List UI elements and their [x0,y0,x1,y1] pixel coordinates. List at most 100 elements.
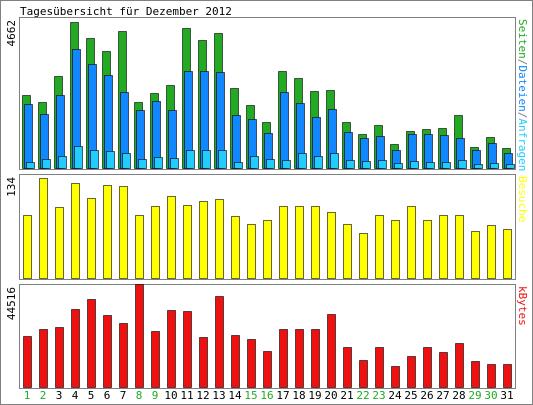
bar-kbytes-24 [391,366,400,388]
bar-seiten-20 [330,153,339,169]
legend-entry: Anfragen [516,118,529,171]
bar-seiten-29 [474,164,483,169]
bar-besuche-11 [183,205,192,279]
bar-seiten-28 [458,160,467,169]
day-label-27: 27 [436,389,449,402]
bar-seiten-27 [442,162,451,169]
bar-besuche-25 [407,206,416,279]
bar-seiten-5 [90,150,99,169]
bar-dateien-1 [24,104,33,169]
bar-seiten-2 [42,159,51,169]
day-label-6: 6 [104,389,111,402]
day-label-18: 18 [292,389,305,402]
day-label-17: 17 [276,389,289,402]
day-label-21: 21 [340,389,353,402]
day-label-30: 30 [484,389,497,402]
day-label-12: 12 [196,389,209,402]
day-labels: 1 2 3 4 5 6 7 8 9 10 11 12 13 14 15 16 17 18 19 20 21 22 23 24 2… [24,389,514,402]
bar-kbytes-13 [215,296,224,388]
day-label-3: 3 [56,389,63,402]
panel-requests: 4662 Seiten/Dateien/Anfragen [5,17,529,171]
bar-seiten-30 [490,163,499,169]
bar-kbytes-7 [119,323,128,388]
day-label-2: 2 [40,389,47,402]
bar-kbytes-9 [151,331,160,388]
bar-besuche-27 [439,215,448,279]
day-label-29: 29 [468,389,481,402]
bar-kbytes-3 [55,327,64,388]
bar-seiten-13 [218,150,227,169]
bar-besuche-22 [359,233,368,279]
bar-seiten-25 [410,161,419,169]
legend-entry: Dateien [516,65,529,111]
bar-kbytes-31 [503,364,512,388]
bar-kbytes-21 [343,347,352,388]
y-max-label: 134 [5,177,18,197]
bar-kbytes-30 [487,364,496,388]
day-label-9: 9 [152,389,159,402]
bar-besuche-16 [263,220,272,279]
legend-entry: / [516,59,529,66]
day-label-25: 25 [404,389,417,402]
legend: Seiten/Dateien/Anfragen [516,19,529,171]
bar-seiten-26 [426,162,435,169]
bar-besuche-7 [119,186,128,279]
bar-seiten-15 [250,156,259,169]
bar-kbytes-14 [231,335,240,388]
day-label-19: 19 [308,389,321,402]
day-label-13: 13 [212,389,225,402]
bar-besuche-12 [199,201,208,279]
day-label-16: 16 [260,389,273,402]
day-label-7: 7 [120,389,127,402]
series-kbytes [23,284,512,388]
bar-kbytes-17 [279,329,288,388]
bar-besuche-17 [279,206,288,279]
bar-seiten-8 [138,159,147,169]
bar-seiten-17 [282,160,291,169]
day-label-31: 31 [500,389,513,402]
bar-besuche-24 [391,220,400,279]
bar-besuche-30 [487,225,496,279]
bar-besuche-29 [471,231,480,279]
bar-kbytes-16 [263,351,272,388]
bar-seiten-22 [362,161,371,169]
bar-seiten-24 [394,163,403,169]
bar-kbytes-18 [295,329,304,388]
bar-besuche-8 [135,215,144,279]
bar-kbytes-2 [39,329,48,388]
day-label-23: 23 [372,389,385,402]
series-besuche [23,178,512,279]
panel-visits: 134 Besuche [5,174,529,280]
bar-besuche-20 [327,212,336,279]
chart-title: Tagesübersicht für Dezember 2012 [20,5,232,18]
day-label-1: 1 [24,389,31,402]
legend-entry: kBytes [516,286,529,326]
y-max-label: 4662 [5,20,18,47]
bar-seiten-11 [186,150,195,169]
bar-besuche-10 [167,196,176,279]
bar-besuche-14 [231,216,240,279]
day-label-10: 10 [164,389,177,402]
bar-besuche-19 [311,206,320,279]
day-label-14: 14 [228,389,242,402]
bar-besuche-9 [151,206,160,279]
bar-besuche-1 [23,215,32,279]
bar-kbytes-29 [471,361,480,388]
day-label-5: 5 [88,389,95,402]
bar-kbytes-4 [71,309,80,388]
bar-besuche-28 [455,215,464,279]
panel-kbytes: 44516 kBytes [5,284,529,389]
bar-besuche-2 [39,178,48,279]
bar-besuche-18 [295,206,304,279]
bar-kbytes-19 [311,329,320,388]
bar-kbytes-20 [327,314,336,388]
legend-entry: Seiten [516,19,529,59]
bar-besuche-21 [343,224,352,279]
bar-besuche-23 [375,215,384,279]
bar-besuche-31 [503,229,512,279]
series-dateien [24,49,513,169]
legend: Besuche [516,176,529,222]
legend-entry: Besuche [516,176,529,222]
